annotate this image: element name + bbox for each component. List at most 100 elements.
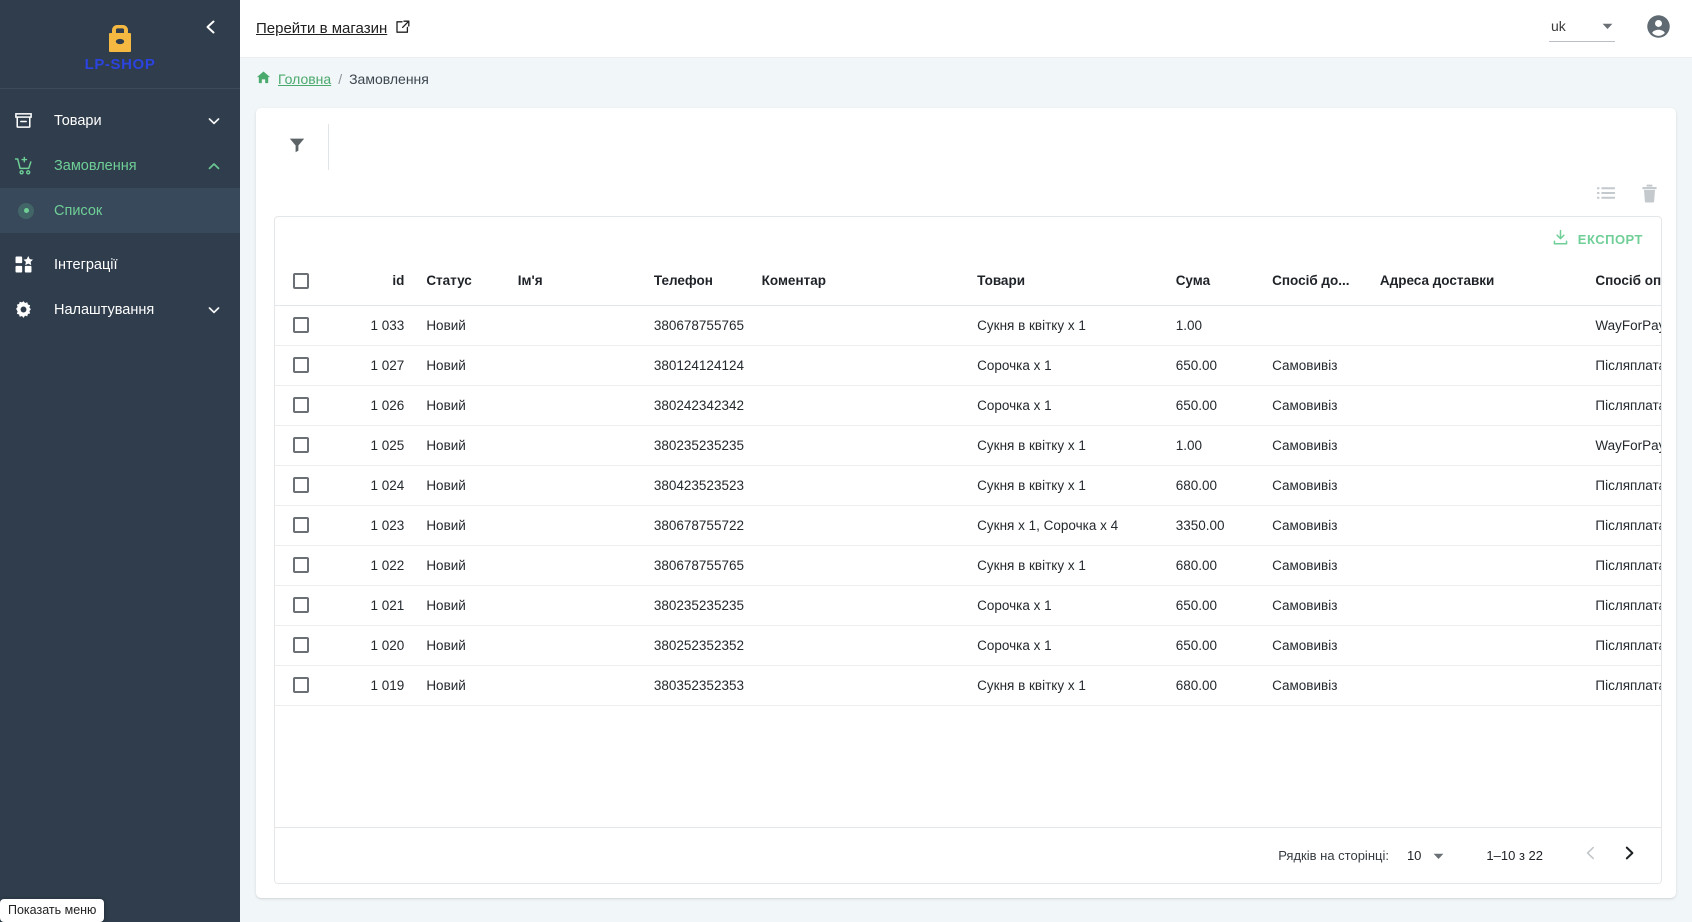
sidebar-item-integrations[interactable]: Інтеграції xyxy=(0,242,240,287)
sidebar-item-settings[interactable]: Налаштування xyxy=(0,287,240,332)
cell-address xyxy=(1379,625,1596,666)
cell-sum: 1.00 xyxy=(1175,305,1273,346)
cell-name xyxy=(517,625,654,666)
cell-payment: WayForPay xyxy=(1595,425,1661,466)
cell-phone: 380252352352 xyxy=(653,625,762,666)
column-header-sum[interactable]: Сума xyxy=(1175,261,1273,306)
cell-address xyxy=(1379,305,1596,346)
column-header-phone[interactable]: Телефон xyxy=(653,261,762,306)
cell-address xyxy=(1379,345,1596,386)
cell-id: 1 025 xyxy=(336,425,405,466)
cell-name xyxy=(517,425,654,466)
column-header-comment[interactable]: Коментар xyxy=(761,261,978,306)
row-checkbox[interactable] xyxy=(293,357,309,373)
cell-status: Новий xyxy=(404,625,518,666)
toolbar-divider xyxy=(328,124,329,170)
sidebar-item-orders-list[interactable]: Список xyxy=(0,188,240,233)
table-row[interactable]: 1 019 Новий 380352352353 Сукня в квітку х 1… xyxy=(275,665,1661,706)
external-link-icon xyxy=(395,19,411,39)
row-checkbox[interactable] xyxy=(293,397,309,413)
cell-id: 1 024 xyxy=(336,465,405,506)
brand-name: LP-SHOP xyxy=(84,55,156,73)
table-row[interactable]: 1 033 Новий 380678755765 Сукня в квітку х 1… xyxy=(275,305,1661,346)
table-row[interactable]: 1 026 Новий 380242342342 Сорочка х 1 650.00 С… xyxy=(275,385,1661,426)
previous-page-button[interactable] xyxy=(1573,838,1609,874)
table-row[interactable]: 1 022 Новий 380678755765 Сукня в квітку х 1… xyxy=(275,545,1661,586)
cell-name xyxy=(517,465,654,506)
caret-down-icon xyxy=(1602,17,1613,35)
cell-status: Новий xyxy=(404,385,518,426)
language-select[interactable]: uk xyxy=(1549,15,1615,42)
cell-phone: 380235235235 xyxy=(653,585,762,626)
account-button[interactable] xyxy=(1645,13,1672,45)
row-checkbox[interactable] xyxy=(293,517,309,533)
cell-payment: Післяплата xyxy=(1595,625,1661,666)
cell-goods: Сукня в квітку х 1 xyxy=(977,545,1176,586)
sidebar-item-products[interactable]: Товари xyxy=(0,98,240,143)
go-to-shop-link[interactable]: Перейти в магазин xyxy=(256,19,411,39)
cell-address xyxy=(1379,545,1596,586)
cell-comment xyxy=(761,665,978,706)
column-header-id[interactable]: id xyxy=(336,261,405,306)
column-header-status[interactable]: Статус xyxy=(404,261,518,306)
export-label: ЕКСПОРТ xyxy=(1577,231,1643,247)
delete-button[interactable] xyxy=(1641,184,1658,208)
column-header-payment[interactable]: Спосіб оп... xyxy=(1595,261,1661,306)
table-row[interactable]: 1 021 Новий 380235235235 Сорочка х 1 650.00 С… xyxy=(275,585,1661,626)
table-row[interactable]: 1 020 Новий 380252352352 Сорочка х 1 650.00 С… xyxy=(275,625,1661,666)
cell-goods: Сукня в квітку х 1 xyxy=(977,665,1176,706)
cell-payment: WayForPay xyxy=(1595,305,1661,346)
table-row[interactable]: 1 027 Новий 380124124124 Сорочка х 1 650.00 С… xyxy=(275,345,1661,386)
table-actions xyxy=(1597,184,1658,208)
select-all-checkbox[interactable] xyxy=(293,272,309,289)
cell-goods: Сорочка х 1 xyxy=(977,345,1176,386)
chevron-left-icon xyxy=(1583,845,1599,866)
chevron-left-icon xyxy=(203,19,219,40)
cell-address xyxy=(1379,385,1596,426)
sidebar-collapse-button[interactable] xyxy=(196,14,226,44)
column-header-delivery[interactable]: Спосіб до... xyxy=(1272,261,1380,306)
breadcrumb-home[interactable]: Головна xyxy=(278,71,332,87)
cell-payment: Післяплата xyxy=(1595,385,1661,426)
row-select-cell xyxy=(275,665,337,706)
orders-table-scroll[interactable]: id Статус Ім'я Телефон Коментар Товари С… xyxy=(275,261,1661,827)
row-checkbox[interactable] xyxy=(293,477,309,493)
cell-id: 1 023 xyxy=(336,505,405,546)
trash-icon xyxy=(1641,184,1658,208)
cell-delivery: Самовивіз xyxy=(1272,385,1380,426)
go-to-shop-label: Перейти в магазин xyxy=(256,20,388,37)
column-header-name[interactable]: Ім'я xyxy=(517,261,654,306)
cell-address xyxy=(1379,425,1596,466)
export-button[interactable]: ЕКСПОРТ xyxy=(1552,229,1643,249)
next-page-button[interactable] xyxy=(1611,838,1647,874)
cell-phone: 380423523523 xyxy=(653,465,762,506)
cell-comment xyxy=(761,345,978,386)
rows-per-page-select[interactable]: 10 xyxy=(1407,847,1444,865)
row-checkbox[interactable] xyxy=(293,557,309,573)
column-header-goods[interactable]: Товари xyxy=(977,261,1176,306)
shopping-bag-icon xyxy=(103,22,137,54)
cell-delivery: Самовивіз xyxy=(1272,505,1380,546)
cell-goods: Сукня в квітку х 1 xyxy=(977,425,1176,466)
filter-button[interactable] xyxy=(278,128,316,166)
row-checkbox[interactable] xyxy=(293,317,309,333)
row-checkbox[interactable] xyxy=(293,677,309,693)
column-header-address[interactable]: Адреса доставки xyxy=(1379,261,1596,306)
row-checkbox[interactable] xyxy=(293,597,309,613)
orders-table-head: id Статус Ім'я Телефон Коментар Товари С… xyxy=(275,261,1661,306)
row-select-cell xyxy=(275,465,337,506)
columns-button[interactable] xyxy=(1597,186,1615,207)
table-row[interactable]: 1 025 Новий 380235235235 Сукня в квітку х 1… xyxy=(275,425,1661,466)
cell-comment xyxy=(761,425,978,466)
table-row[interactable]: 1 023 Новий 380678755722 Сукня х 1, Сорочка… xyxy=(275,505,1661,546)
main-area: Перейти в магазин uk xyxy=(240,0,1692,922)
cell-payment: Післяплата xyxy=(1595,665,1661,706)
export-bar: ЕКСПОРТ xyxy=(275,217,1661,261)
row-select-cell xyxy=(275,345,337,386)
row-checkbox[interactable] xyxy=(293,437,309,453)
sidebar-item-label: Товари xyxy=(54,112,102,129)
table-row[interactable]: 1 024 Новий 380423523523 Сукня в квітку х 1… xyxy=(275,465,1661,506)
sidebar-item-orders[interactable]: Замовлення xyxy=(0,143,240,188)
rows-per-page-label: Рядків на сторінці: xyxy=(1278,848,1389,863)
row-checkbox[interactable] xyxy=(293,637,309,653)
